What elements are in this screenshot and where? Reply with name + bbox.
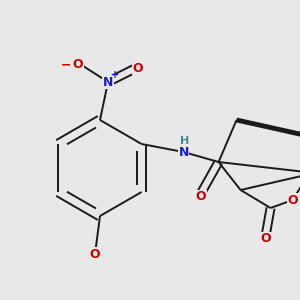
- Text: O: O: [195, 190, 206, 203]
- Text: N: N: [103, 76, 113, 88]
- Text: O: O: [90, 248, 100, 260]
- Text: H: H: [180, 136, 189, 146]
- Text: O: O: [133, 61, 143, 74]
- Text: −: −: [61, 58, 71, 71]
- Text: +: +: [111, 70, 119, 80]
- Text: O: O: [287, 194, 298, 206]
- Text: N: N: [178, 146, 189, 158]
- Text: O: O: [260, 232, 271, 245]
- Text: O: O: [73, 58, 83, 70]
